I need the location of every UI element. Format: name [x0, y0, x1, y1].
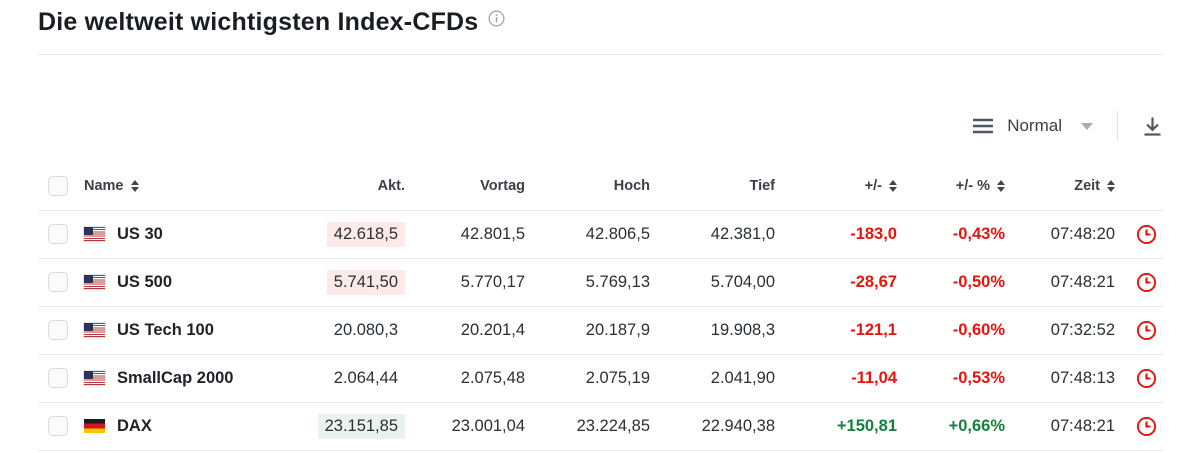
- day-high: 5.769,13: [585, 272, 650, 291]
- info-icon[interactable]: [488, 10, 505, 27]
- clock-icon: [1136, 224, 1157, 249]
- current-price: 20.080,3: [333, 320, 398, 339]
- day-high: 2.075,19: [585, 368, 650, 387]
- table-row: US Tech 100 20.080,3 20.201,4 20.187,9 1…: [38, 306, 1163, 354]
- row-checkbox[interactable]: [48, 224, 68, 244]
- row-checkbox[interactable]: [48, 272, 68, 292]
- change-absolute: -11,04: [851, 368, 897, 387]
- sort-icon: [130, 179, 139, 192]
- sort-icon: [889, 179, 897, 192]
- current-price: 2.064,44: [333, 368, 398, 387]
- sort-icon: [1107, 179, 1115, 192]
- clock-icon: [1136, 320, 1157, 345]
- quote-time: 07:48:21: [1050, 272, 1115, 291]
- widget-header: Die weltweit wichtigsten Index-CFDs: [38, 0, 1163, 37]
- table-row: US 500 5.741,50 5.770,17 5.769,13 5.704,…: [38, 258, 1163, 306]
- change-percent: +0,66%: [948, 416, 1005, 435]
- day-low: 42.381,0: [710, 224, 775, 243]
- clock-icon: [1136, 368, 1157, 393]
- column-header-hoch: Hoch: [525, 162, 650, 211]
- day-high: 42.806,5: [585, 224, 650, 243]
- previous-close: 42.801,5: [460, 224, 525, 243]
- instrument-name-link[interactable]: DAX: [117, 416, 152, 435]
- chevron-down-icon: [1081, 122, 1093, 130]
- column-label: Name: [84, 177, 124, 194]
- download-icon[interactable]: [1142, 116, 1163, 137]
- day-low: 19.908,3: [710, 320, 775, 339]
- instrument-name-link[interactable]: US Tech 100: [117, 320, 214, 339]
- change-percent: -0,50%: [952, 272, 1005, 291]
- column-header-vortag: Vortag: [405, 162, 525, 211]
- country-flag-icon: [83, 274, 106, 290]
- column-label: +/-: [864, 177, 882, 194]
- day-low: 2.041,90: [710, 368, 775, 387]
- current-price: 5.741,50: [326, 269, 405, 295]
- row-checkbox[interactable]: [48, 320, 68, 340]
- table-toolbar: Normal: [38, 107, 1163, 145]
- change-absolute: +150,81: [836, 416, 897, 435]
- previous-close: 23.001,04: [451, 416, 525, 435]
- toolbar-divider: [1117, 111, 1118, 141]
- quote-time: 07:48:13: [1050, 368, 1115, 387]
- country-flag-icon: [83, 226, 106, 242]
- row-checkbox[interactable]: [48, 416, 68, 436]
- current-price: 42.618,5: [326, 221, 405, 247]
- change-absolute: -121,1: [850, 320, 897, 339]
- column-label: Zeit: [1074, 177, 1100, 194]
- hamburger-icon: [972, 117, 994, 135]
- day-low: 22.940,38: [701, 416, 775, 435]
- table-row: US 30 42.618,5 42.801,5 42.806,5 42.381,…: [38, 210, 1163, 258]
- country-flag-icon: [83, 370, 106, 386]
- country-flag-icon: [83, 322, 106, 338]
- clock-icon: [1136, 416, 1157, 441]
- clock-icon: [1136, 272, 1157, 297]
- index-cfds-table: Name Akt. Vortag Hoch Tief +/- +/- %: [38, 162, 1163, 451]
- column-header-name[interactable]: Name: [84, 162, 288, 211]
- quote-time: 07:48:20: [1050, 224, 1115, 243]
- day-high: 20.187,9: [585, 320, 650, 339]
- instrument-name-link[interactable]: US 30: [117, 224, 163, 243]
- column-header-zeit[interactable]: Zeit: [1005, 162, 1115, 211]
- column-header-change[interactable]: +/-: [775, 162, 897, 211]
- quote-time: 07:48:21: [1050, 416, 1115, 435]
- instrument-name-link[interactable]: SmallCap 2000: [117, 368, 234, 387]
- day-low: 5.704,00: [710, 272, 775, 291]
- sort-icon: [997, 179, 1005, 192]
- row-checkbox[interactable]: [48, 368, 68, 388]
- column-header-akt: Akt.: [288, 162, 405, 211]
- change-absolute: -28,67: [850, 272, 897, 291]
- instrument-name-link[interactable]: US 500: [117, 272, 173, 291]
- change-percent: -0,53%: [952, 368, 1005, 387]
- select-all-checkbox[interactable]: [48, 175, 68, 196]
- table-row: SmallCap 2000 2.064,44 2.075,48 2.075,19…: [38, 354, 1163, 402]
- change-absolute: -183,0: [850, 224, 897, 243]
- table-row: DAX 23.151,85 23.001,04 23.224,85 22.940…: [38, 402, 1163, 450]
- current-price: 23.151,85: [317, 413, 405, 439]
- view-selector-dropdown[interactable]: Normal: [972, 116, 1093, 136]
- change-percent: -0,60%: [952, 320, 1005, 339]
- column-header-tief: Tief: [650, 162, 775, 211]
- table-body: US 30 42.618,5 42.801,5 42.806,5 42.381,…: [38, 210, 1163, 450]
- table-header-row: Name Akt. Vortag Hoch Tief +/- +/- %: [38, 162, 1163, 211]
- previous-close: 2.075,48: [460, 368, 525, 387]
- view-selector-label: Normal: [1007, 116, 1062, 135]
- column-label: +/- %: [955, 177, 990, 194]
- title-divider: [38, 54, 1163, 55]
- change-percent: -0,43%: [952, 224, 1005, 243]
- country-flag-icon: [84, 419, 105, 433]
- page-title: Die weltweit wichtigsten Index-CFDs: [38, 8, 479, 36]
- quote-time: 07:32:52: [1050, 320, 1115, 339]
- column-header-change-pct[interactable]: +/- %: [897, 162, 1005, 211]
- previous-close: 5.770,17: [460, 272, 525, 291]
- previous-close: 20.201,4: [460, 320, 525, 339]
- day-high: 23.224,85: [576, 416, 650, 435]
